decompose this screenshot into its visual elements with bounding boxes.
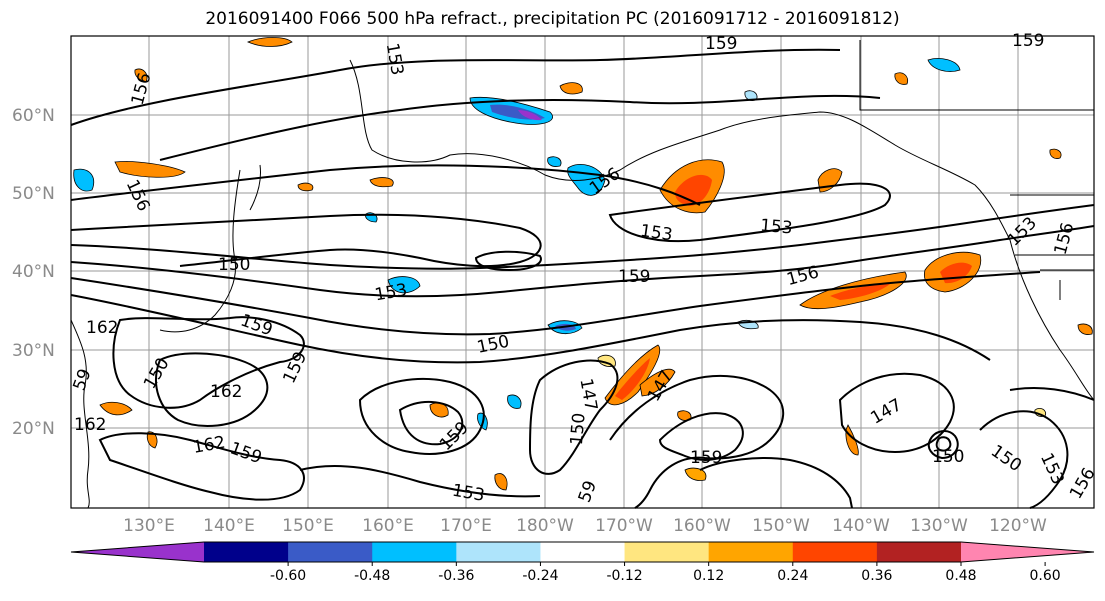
lon-label: 140°W: [832, 516, 890, 536]
colorbar-segment: [372, 542, 457, 562]
contour-label: 159: [690, 448, 722, 468]
map-title: 2016091400 F066 500 hPa refract., precip…: [205, 9, 900, 29]
colorbar-tick-label: 0.12: [693, 568, 724, 584]
refractivity-contours: [70, 48, 1095, 509]
colorbar-segment: [288, 542, 373, 562]
contour-label: 150: [218, 255, 250, 275]
colorbar-segment: [540, 542, 626, 562]
colorbar-outline: [70, 541, 1095, 563]
contour-label: 150: [567, 412, 590, 446]
lon-label: 130°W: [910, 516, 968, 536]
contour-label: 150: [932, 447, 964, 467]
colorbar-segment: [204, 542, 289, 562]
colorbar-tick-label: -0.24: [522, 568, 558, 584]
lon-label: 130°E: [123, 516, 175, 536]
colorbar-segment: [708, 542, 794, 562]
lon-label: 150°W: [752, 516, 810, 536]
contour-label: 159: [705, 34, 737, 54]
longitude-labels: 130°E 140°E 150°E 160°E 170°E 180°W 170°…: [123, 516, 1047, 536]
colorbar: -0.60 -0.48 -0.36 -0.24 -0.12 0.12 0.24 0.36 0.4…: [70, 541, 1095, 584]
colorbar-tick-label: 0.48: [945, 568, 976, 584]
lon-label: 170°E: [440, 516, 492, 536]
coastlines: [70, 40, 1095, 509]
colorbar-tick-label: -0.60: [270, 568, 306, 584]
latitude-labels: 60°N 50°N 40°N 30°N 20°N: [12, 106, 55, 439]
colorbar-tick-label: -0.12: [606, 568, 642, 584]
lat-label: 30°N: [12, 341, 55, 361]
colorbar-extension-high: [961, 542, 1094, 562]
colorbar-tick-label: 0.36: [861, 568, 892, 584]
lon-label: 160°E: [362, 516, 414, 536]
colorbar-tick-label: -0.36: [438, 568, 474, 584]
lon-label: 160°W: [673, 516, 731, 536]
colorbar-segment: [456, 542, 541, 562]
contour-label: 159: [1012, 31, 1044, 51]
lon-label: 150°E: [282, 516, 334, 536]
lat-label: 40°N: [12, 262, 55, 282]
colorbar-segment: [624, 542, 710, 562]
graticule: [71, 36, 1094, 508]
lat-label: 50°N: [12, 184, 55, 204]
colorbar-extension-low: [71, 542, 204, 562]
lon-label: 120°W: [989, 516, 1047, 536]
contour-label: 153: [639, 221, 674, 245]
lon-label: 180°W: [516, 516, 574, 536]
contour-label: 162: [74, 415, 106, 435]
colorbar-tick-label: 0.24: [777, 568, 808, 584]
colorbar-tick-label: -0.48: [354, 568, 390, 584]
colorbar-tick-label: 0.60: [1030, 568, 1061, 584]
contour-label: 159: [618, 267, 650, 287]
precip-positive: [99, 37, 1093, 491]
contour-label: 162: [86, 318, 118, 338]
colorbar-segment: [876, 542, 962, 562]
lon-label: 140°E: [203, 516, 255, 536]
lat-label: 20°N: [12, 419, 55, 439]
contour-label: 162: [210, 382, 242, 402]
contour-label: 153: [759, 216, 793, 239]
lat-label: 60°N: [12, 106, 55, 126]
map-frame: [70, 35, 1095, 509]
lon-label: 170°W: [595, 516, 653, 536]
colorbar-segment: [792, 542, 878, 562]
